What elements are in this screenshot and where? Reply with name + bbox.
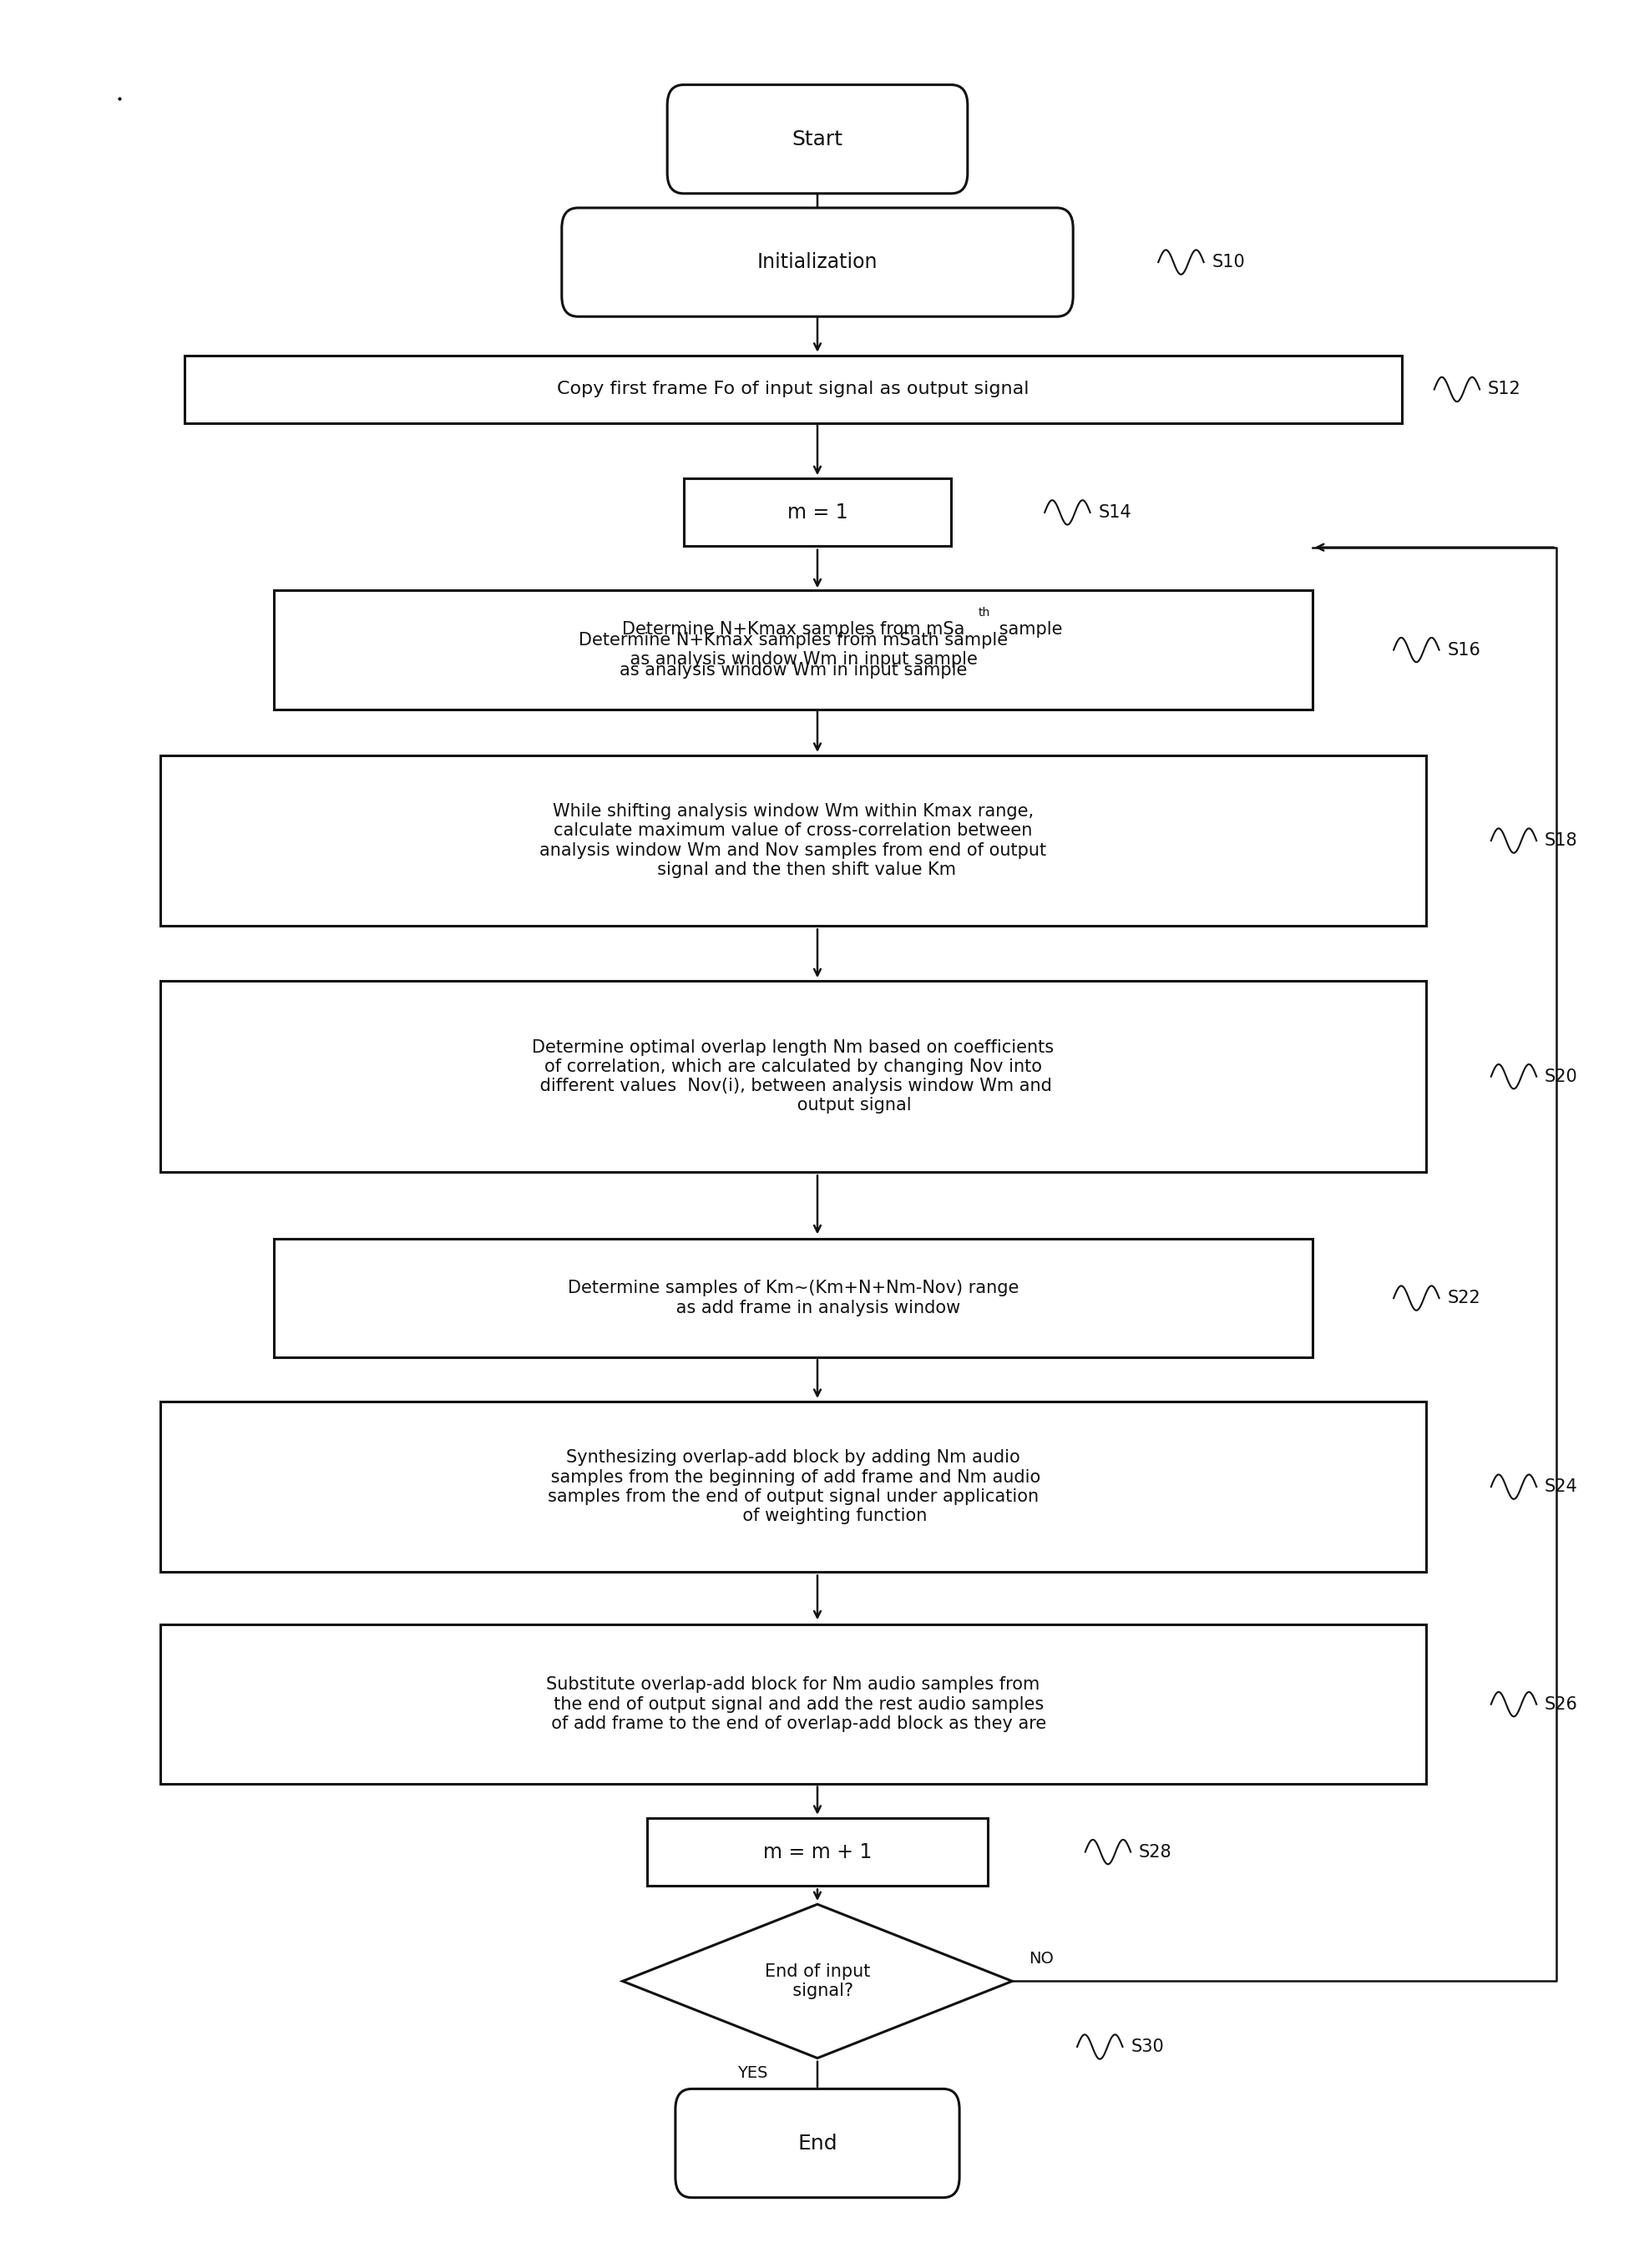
Bar [647, 1819, 987, 1885]
Text: th: th [979, 608, 990, 619]
Text: S28: S28 [1139, 1844, 1172, 1860]
Text: S12: S12 [1487, 381, 1520, 397]
Text: as analysis window Wm in input sample: as analysis window Wm in input sample [619, 662, 966, 678]
Bar [160, 755, 1425, 925]
Text: YES: YES [737, 2066, 768, 2082]
Text: S16: S16 [1446, 642, 1480, 658]
Text: S24: S24 [1544, 1479, 1577, 1495]
Polygon shape [623, 1905, 1011, 2057]
Text: m = 1: m = 1 [786, 503, 848, 522]
FancyBboxPatch shape [667, 84, 967, 193]
Text: S26: S26 [1544, 1696, 1577, 1712]
Text: Determine N+Kmax samples from mSath sample
    as analysis window Wm in input sa: Determine N+Kmax samples from mSath samp… [578, 633, 1007, 669]
Text: sample: sample [993, 621, 1062, 637]
Text: S22: S22 [1446, 1290, 1480, 1306]
Text: S18: S18 [1544, 832, 1577, 848]
Text: Synthesizing overlap-add block by adding Nm audio
 samples from the beginning of: Synthesizing overlap-add block by adding… [546, 1449, 1041, 1524]
Text: S10: S10 [1211, 254, 1245, 270]
Bar [273, 1238, 1312, 1359]
Text: S30: S30 [1131, 2039, 1163, 2055]
Bar [273, 590, 1312, 710]
Text: S20: S20 [1544, 1068, 1577, 1084]
Text: End: End [797, 2134, 837, 2152]
Bar [160, 1624, 1425, 1785]
Bar [160, 982, 1425, 1173]
Bar [683, 479, 951, 547]
Text: Determine optimal overlap length Nm based on coefficients
of correlation, which : Determine optimal overlap length Nm base… [531, 1039, 1054, 1114]
Text: S14: S14 [1098, 503, 1131, 522]
Text: Determine samples of Km~(Km+N+Nm-Nov) range
         as add frame in analysis wi: Determine samples of Km~(Km+N+Nm-Nov) ra… [567, 1279, 1018, 1315]
Text: Initialization: Initialization [757, 252, 877, 272]
Text: NO: NO [1028, 1950, 1054, 1966]
FancyBboxPatch shape [562, 209, 1072, 318]
Text: End of input
  signal?: End of input signal? [765, 1964, 869, 1998]
Bar [185, 356, 1400, 424]
Text: Copy first frame Fo of input signal as output signal: Copy first frame Fo of input signal as o… [557, 381, 1029, 397]
Text: Substitute overlap-add block for Nm audio samples from
  the end of output signa: Substitute overlap-add block for Nm audi… [539, 1676, 1046, 1733]
Text: Determine N+Kmax samples from mSa: Determine N+Kmax samples from mSa [621, 621, 964, 637]
Text: m = m + 1: m = m + 1 [763, 1842, 871, 1862]
Text: While shifting analysis window Wm within Kmax range,
calculate maximum value of : While shifting analysis window Wm within… [539, 803, 1046, 878]
FancyBboxPatch shape [675, 2089, 959, 2198]
Text: Start: Start [791, 129, 843, 150]
Bar [160, 1402, 1425, 1572]
